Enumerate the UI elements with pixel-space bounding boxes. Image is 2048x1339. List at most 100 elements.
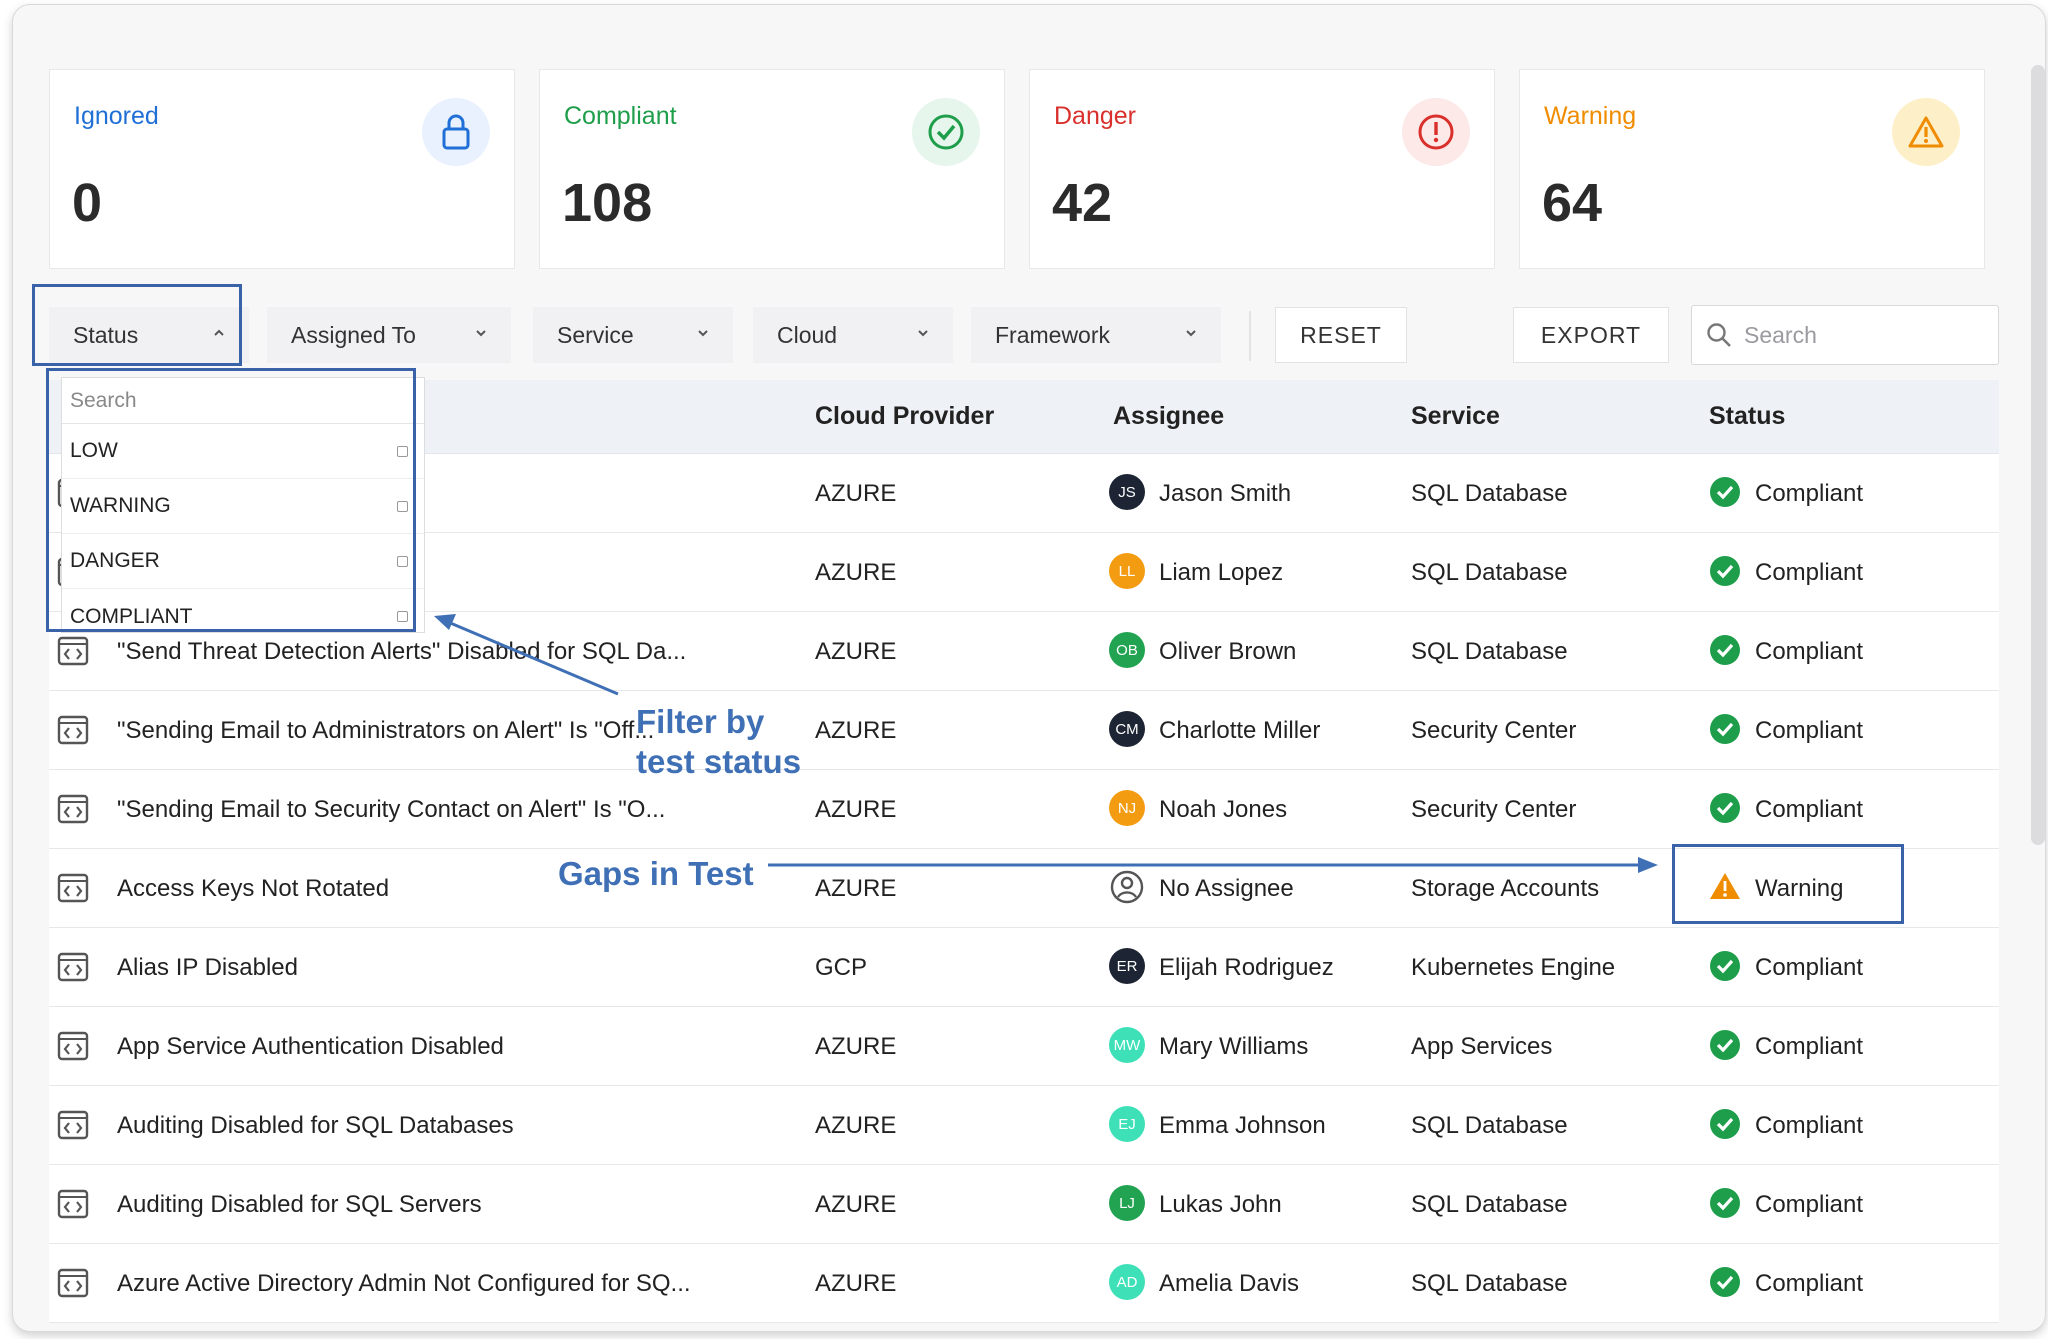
column-header-assignee[interactable]: Assignee bbox=[1113, 402, 1225, 430]
dropdown-option-warning[interactable]: WARNING bbox=[62, 479, 424, 534]
check-circle-icon bbox=[1710, 1267, 1740, 1297]
avatar: LL bbox=[1109, 553, 1145, 589]
avatar: AD bbox=[1109, 1264, 1145, 1300]
check-circle-icon bbox=[1710, 793, 1740, 823]
status-text: Compliant bbox=[1755, 1191, 1864, 1218]
dropdown-search-input[interactable] bbox=[70, 388, 400, 413]
service-name: SQL Database bbox=[1411, 559, 1568, 586]
avatar: NJ bbox=[1109, 790, 1145, 826]
assignee-name: Jason Smith bbox=[1159, 480, 1292, 507]
status-text: Compliant bbox=[1755, 638, 1864, 665]
status-text: Compliant bbox=[1755, 717, 1864, 744]
service-name: SQL Database bbox=[1411, 1191, 1568, 1218]
finding-name[interactable]: "Sending Email to Administrators on Aler… bbox=[117, 717, 655, 744]
service-name: Security Center bbox=[1411, 717, 1577, 744]
code-icon bbox=[57, 952, 89, 982]
finding-name[interactable]: Access Keys Not Rotated bbox=[117, 875, 390, 902]
service-filter-label: Service bbox=[557, 321, 634, 348]
card-label: Danger bbox=[1054, 102, 1136, 130]
search-box[interactable] bbox=[1691, 305, 1999, 365]
reset-button[interactable]: RESET bbox=[1275, 307, 1407, 363]
service-name: SQL Database bbox=[1411, 638, 1568, 665]
card-label: Ignored bbox=[74, 102, 159, 130]
checkbox[interactable] bbox=[397, 446, 408, 457]
code-icon bbox=[57, 873, 89, 903]
table-row[interactable]: Azure Active Directory Admin Not Configu… bbox=[49, 1244, 1999, 1323]
cloud-provider: AZURE bbox=[815, 559, 897, 586]
cloud-provider: AZURE bbox=[815, 1270, 897, 1297]
assignee-name: Charlotte Miller bbox=[1159, 717, 1321, 744]
checkbox[interactable] bbox=[397, 611, 408, 622]
assignee-name: Lukas John bbox=[1159, 1191, 1282, 1218]
service-name: SQL Database bbox=[1411, 1270, 1568, 1297]
code-icon bbox=[57, 794, 89, 824]
cloud-provider: AZURE bbox=[815, 796, 897, 823]
card-warning[interactable]: Warning 64 bbox=[1519, 69, 1985, 269]
toolbar-divider bbox=[1249, 311, 1251, 361]
code-icon bbox=[57, 1189, 89, 1219]
finding-name[interactable]: Alias IP Disabled bbox=[117, 954, 298, 981]
finding-name[interactable]: Azure Active Directory Admin Not Configu… bbox=[117, 1270, 691, 1297]
assignee-name: Liam Lopez bbox=[1159, 559, 1284, 586]
check-circle-icon bbox=[912, 98, 980, 166]
finding-name[interactable]: Auditing Disabled for SQL Databases bbox=[117, 1112, 514, 1139]
dropdown-option-label: DANGER bbox=[70, 549, 160, 572]
status-text: Compliant bbox=[1755, 1270, 1864, 1297]
checkbox[interactable] bbox=[397, 501, 408, 512]
status-filter[interactable]: Status bbox=[49, 307, 249, 363]
chevron-down-icon bbox=[698, 330, 708, 337]
card-danger[interactable]: Danger 42 bbox=[1029, 69, 1495, 269]
lock-icon bbox=[422, 98, 490, 166]
assigned-to-filter[interactable]: Assigned To bbox=[267, 307, 511, 363]
warning-triangle-icon bbox=[1710, 873, 1740, 899]
card-ignored[interactable]: Ignored 0 bbox=[49, 69, 515, 269]
cloud-filter[interactable]: Cloud bbox=[753, 307, 953, 363]
assigned-to-filter-label: Assigned To bbox=[291, 321, 416, 348]
table-row[interactable]: App Service Authentication Disabled AZURE… bbox=[49, 1007, 1999, 1086]
dropdown-option-low[interactable]: LOW bbox=[62, 424, 424, 479]
chevron-down-icon bbox=[918, 330, 928, 337]
table-row[interactable]: "Sending Email to Security Contact on Al… bbox=[49, 770, 1999, 849]
export-button[interactable]: EXPORT bbox=[1513, 307, 1669, 363]
dropdown-option-label: COMPLIANT bbox=[70, 604, 193, 628]
card-value: 42 bbox=[1052, 173, 1113, 233]
dropdown-option-compliant[interactable]: COMPLIANT bbox=[62, 589, 424, 644]
check-circle-icon bbox=[1710, 951, 1740, 981]
service-filter[interactable]: Service bbox=[533, 307, 733, 363]
card-label: Compliant bbox=[564, 102, 677, 130]
table-row[interactable]: Auditing Disabled for SQL Databases AZURE… bbox=[49, 1086, 1999, 1165]
chevron-down-icon bbox=[1186, 330, 1196, 337]
avatar: MW bbox=[1109, 1027, 1145, 1063]
assignee-name: Oliver Brown bbox=[1159, 638, 1297, 665]
assignee-name: No Assignee bbox=[1159, 875, 1294, 902]
table-row[interactable]: Alias IP Disabled GCP ER Elijah Rodriguez Ku… bbox=[49, 928, 1999, 1007]
cloud-provider: AZURE bbox=[815, 480, 897, 507]
check-circle-icon bbox=[1710, 556, 1740, 586]
card-compliant[interactable]: Compliant 108 bbox=[539, 69, 1005, 269]
dropdown-option-danger[interactable]: DANGER bbox=[62, 534, 424, 589]
table-row[interactable]: "Sending Email to Administrators on Aler… bbox=[49, 691, 1999, 770]
finding-name[interactable]: "Sending Email to Security Contact on Al… bbox=[117, 796, 666, 823]
assignee-name: Emma Johnson bbox=[1159, 1112, 1326, 1139]
column-header-service[interactable]: Service bbox=[1411, 402, 1500, 430]
avatar: EJ bbox=[1109, 1106, 1145, 1142]
search-input[interactable] bbox=[1744, 321, 1984, 349]
service-name: SQL Database bbox=[1411, 1112, 1568, 1139]
framework-filter[interactable]: Framework bbox=[971, 307, 1221, 363]
avatar: JS bbox=[1109, 474, 1145, 510]
cloud-provider: AZURE bbox=[815, 875, 897, 902]
filter-annotation-line1: Filter by bbox=[636, 703, 765, 740]
column-header-cloud-provider[interactable]: Cloud Provider bbox=[815, 402, 995, 430]
checkbox[interactable] bbox=[397, 556, 408, 567]
finding-name[interactable]: Auditing Disabled for SQL Servers bbox=[117, 1191, 482, 1218]
table-row[interactable]: Auditing Disabled for SQL Servers AZURE LJ… bbox=[49, 1165, 1999, 1244]
column-header-status[interactable]: Status bbox=[1709, 402, 1786, 430]
cloud-provider: GCP bbox=[815, 954, 868, 981]
avatar: CM bbox=[1109, 711, 1145, 747]
scrollbar[interactable] bbox=[2031, 65, 2045, 845]
avatar: ER bbox=[1109, 948, 1145, 984]
warning-triangle-icon bbox=[1892, 98, 1960, 166]
table-row[interactable]: Access Keys Not Rotated AZURE No Assignee S… bbox=[49, 849, 1999, 928]
finding-name[interactable]: App Service Authentication Disabled bbox=[117, 1033, 504, 1060]
